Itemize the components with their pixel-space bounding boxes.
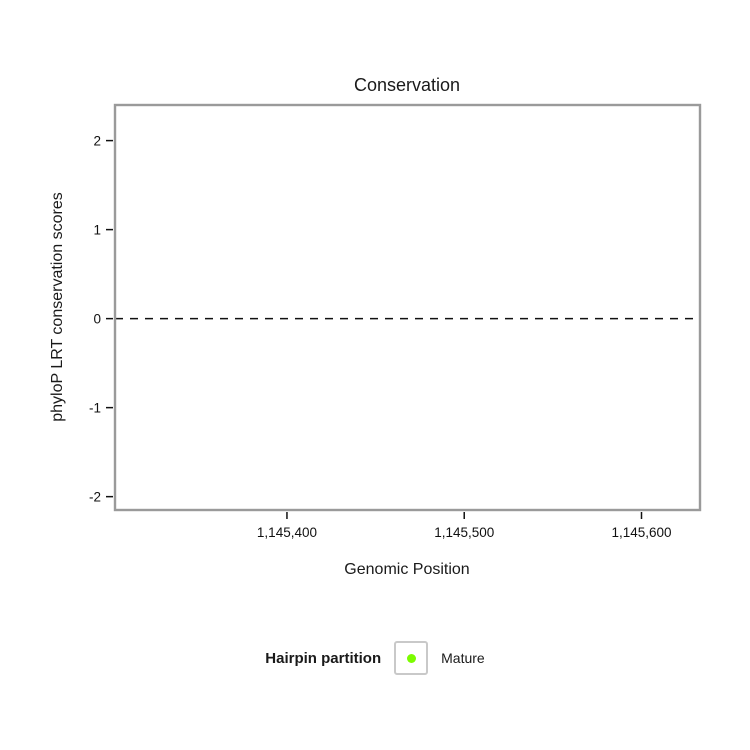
y-tick-label: 2: [93, 134, 101, 149]
legend-title: Hairpin partition: [265, 649, 382, 667]
x-tick-label: 1,145,600: [611, 525, 671, 540]
y-tick-label: -1: [89, 401, 101, 416]
x-tick-label: 1,145,400: [257, 525, 317, 540]
legend-key-box: [394, 641, 429, 675]
y-tick-label: 1: [93, 223, 101, 238]
legend-item-label: Mature: [441, 650, 485, 666]
y-tick-label: 0: [93, 312, 101, 327]
x-axis-label: Genomic Position: [344, 561, 469, 578]
y-axis-label: phyloP LRT conservation scores: [49, 192, 66, 421]
x-tick-label: 1,145,500: [434, 525, 494, 540]
chart-title: Conservation: [354, 75, 460, 95]
mature-dot-icon: [406, 653, 416, 663]
plot-area: 1,145,400 1,145,500 1,145,600 -2 -1 0 1 2: [89, 103, 702, 540]
y-tick-label: -2: [89, 490, 101, 505]
legend: Hairpin partition Mature: [0, 638, 750, 678]
panel-border: [113, 103, 702, 512]
